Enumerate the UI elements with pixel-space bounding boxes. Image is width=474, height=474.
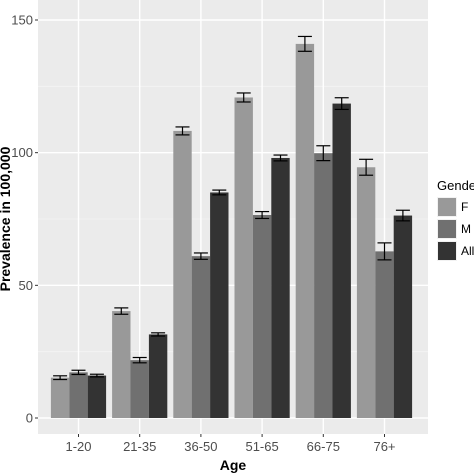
error-bar bbox=[316, 145, 331, 162]
error-bar bbox=[297, 35, 312, 52]
x-tick-label: 76+ bbox=[373, 439, 395, 454]
error-bar bbox=[89, 373, 104, 378]
error-bar bbox=[193, 252, 208, 260]
y-axis-title: Prevalence in 100,000 bbox=[0, 146, 13, 291]
error-bar bbox=[255, 210, 270, 220]
legend-title: Gender bbox=[437, 178, 474, 193]
error-bar bbox=[71, 369, 86, 376]
bar-m-76+ bbox=[375, 251, 394, 418]
legend-swatch-f bbox=[438, 198, 456, 216]
bar-f-51-65 bbox=[234, 97, 253, 419]
y-tick-label: 0 bbox=[26, 411, 33, 426]
bar-m-36-50 bbox=[191, 256, 211, 418]
bar-f-76+ bbox=[356, 167, 376, 418]
error-bar bbox=[377, 242, 392, 261]
error-bar bbox=[334, 97, 349, 111]
bars bbox=[50, 43, 413, 419]
error-bar bbox=[114, 307, 129, 315]
error-bar bbox=[53, 375, 68, 381]
bar-f-1-20 bbox=[50, 377, 70, 418]
y-tick-label: 150 bbox=[11, 13, 33, 28]
bar-all-76+ bbox=[393, 215, 413, 418]
legend: Gender FM All bbox=[437, 178, 474, 261]
x-ticks: 1-20 21-35 36-50 51-65 66-75 76+ bbox=[65, 434, 396, 454]
legend-swatch-m bbox=[438, 220, 456, 238]
x-tick-label: 1-20 bbox=[65, 439, 91, 454]
error-bar bbox=[273, 154, 288, 162]
bar-m-66-75 bbox=[314, 153, 333, 418]
legend-label-all: All bbox=[461, 244, 474, 258]
bar-all-51-65 bbox=[271, 157, 290, 418]
error-bar bbox=[151, 332, 166, 337]
error-bars bbox=[53, 35, 410, 381]
legend-items: FM All bbox=[437, 197, 474, 261]
error-bar bbox=[236, 92, 251, 103]
y-ticks: 0 50 100 150 bbox=[11, 13, 38, 426]
bar-f-36-50 bbox=[173, 130, 192, 418]
error-bar bbox=[175, 126, 190, 136]
legend-swatch-all bbox=[438, 242, 456, 260]
bar-m-21-35 bbox=[130, 360, 149, 418]
bar-all-66-75 bbox=[332, 103, 351, 418]
bar-all-1-20 bbox=[87, 375, 107, 418]
error-bar bbox=[212, 189, 227, 196]
legend-label-m: M bbox=[461, 222, 471, 236]
bar-f-66-75 bbox=[295, 43, 315, 418]
y-tick-label: 50 bbox=[19, 278, 33, 293]
legend-label-f: F bbox=[461, 200, 468, 214]
bar-all-36-50 bbox=[210, 192, 229, 418]
x-tick-label: 36-50 bbox=[184, 439, 217, 454]
x-axis: 1-20 21-35 36-50 51-65 66-75 76+ bbox=[65, 434, 396, 454]
x-axis-title: Age bbox=[220, 457, 247, 473]
bar-all-21-35 bbox=[148, 334, 168, 418]
x-tick-label: 51-65 bbox=[245, 439, 278, 454]
error-bar bbox=[359, 158, 374, 176]
error-bar bbox=[132, 356, 147, 364]
y-axis: 0 50 100 150 bbox=[11, 13, 38, 426]
bar-f-21-35 bbox=[112, 311, 131, 418]
bar-m-51-65 bbox=[252, 215, 272, 418]
x-tick-label: 66-75 bbox=[307, 439, 340, 454]
x-tick-label: 21-35 bbox=[123, 439, 156, 454]
error-bar bbox=[395, 209, 410, 222]
bar-m-1-20 bbox=[69, 372, 88, 418]
plot-panel bbox=[38, 0, 428, 434]
y-tick-label: 100 bbox=[11, 145, 33, 160]
